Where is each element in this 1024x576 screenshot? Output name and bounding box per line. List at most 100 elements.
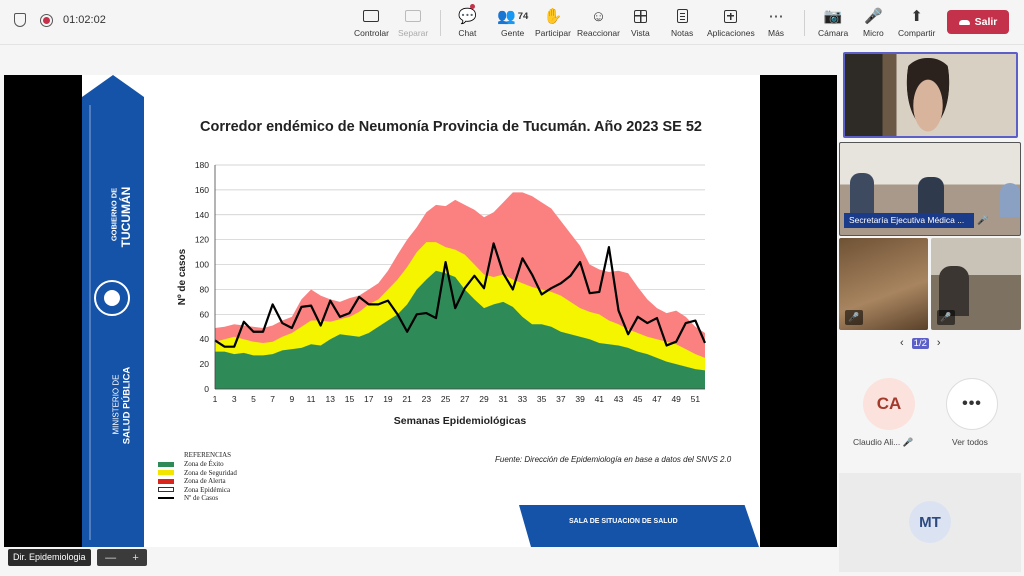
participant-avatar[interactable]: CA bbox=[863, 378, 915, 430]
y-axis-title: Nº de casos bbox=[177, 248, 188, 305]
participant-figure bbox=[939, 266, 969, 316]
x-axis-title: Semanas Epidemiológicas bbox=[394, 415, 527, 427]
zoom-in-button[interactable]: + bbox=[132, 551, 139, 564]
vista-button[interactable]: Vista bbox=[631, 6, 650, 38]
controlar-button[interactable]: Controlar bbox=[354, 6, 389, 38]
participant-avatar[interactable]: MT bbox=[909, 501, 951, 543]
chat-button[interactable]: 💬 Chat bbox=[458, 6, 477, 38]
sun-emblem-icon bbox=[94, 280, 130, 316]
compartir-label: Compartir bbox=[898, 28, 936, 38]
participant-face bbox=[901, 58, 955, 136]
add-app-icon bbox=[724, 6, 738, 26]
legend-swatch-casos bbox=[158, 497, 174, 500]
x-tick-label: 11 bbox=[307, 394, 316, 404]
legend-swatch-seguridad bbox=[158, 470, 174, 476]
x-tick-label: 13 bbox=[326, 394, 336, 404]
legend-item: Zona de Éxito bbox=[158, 460, 237, 469]
toolbar-divider bbox=[804, 10, 805, 36]
gente-button[interactable]: 👥 74 Gente bbox=[497, 6, 528, 38]
take-control-icon bbox=[363, 6, 380, 26]
aplicaciones-label: Aplicaciones bbox=[707, 28, 755, 38]
legend-title: REFERENCIAS bbox=[184, 451, 232, 459]
participant-figure bbox=[918, 177, 944, 213]
legend-item: Zona Epidémica bbox=[158, 486, 237, 495]
reaccionar-button[interactable]: ☺ Reaccionar bbox=[577, 6, 620, 39]
toolbar-divider bbox=[440, 10, 441, 36]
people-count: 74 bbox=[517, 10, 529, 22]
mas-button[interactable]: ⋯ Más bbox=[768, 6, 784, 38]
x-tick-label: 21 bbox=[402, 394, 412, 404]
chevron-right-icon[interactable]: › bbox=[936, 337, 941, 349]
y-tick-label: 80 bbox=[200, 284, 210, 294]
separar-button[interactable]: Separar bbox=[398, 6, 428, 38]
x-tick-label: 47 bbox=[652, 394, 662, 404]
participant-figure bbox=[1000, 183, 1020, 217]
sala-situacion-banner: SALA DE SITUACION DE SALUD bbox=[519, 505, 759, 547]
legend-swatch-alerta bbox=[158, 478, 174, 484]
cases-line bbox=[214, 242, 707, 348]
controlar-label: Controlar bbox=[354, 28, 389, 38]
legend-swatch-exito bbox=[158, 461, 174, 467]
compartir-button[interactable]: ⬆ Compartir bbox=[898, 6, 935, 38]
leave-label: Salir bbox=[974, 16, 998, 28]
shared-screen[interactable]: GOBIERNO DE TUCUMÁN MINISTERIO DE SALUD … bbox=[4, 75, 837, 547]
participant-video[interactable]: 🎤 bbox=[839, 238, 928, 330]
participar-button[interactable]: ✋ Participar bbox=[535, 6, 571, 38]
see-all-label: Ver todos bbox=[952, 437, 988, 447]
chat-icon: 💬 bbox=[458, 8, 477, 25]
area-zona-de-xito bbox=[215, 270, 705, 389]
tucuman-text: TUCUMÁN bbox=[119, 186, 133, 248]
camara-label: Cámara bbox=[818, 28, 849, 38]
reaccionar-label: Reaccionar bbox=[577, 28, 620, 38]
x-tick-label: 23 bbox=[422, 394, 432, 404]
gente-label: Gente bbox=[501, 28, 525, 38]
micro-button[interactable]: 🎤 Micro bbox=[863, 6, 884, 38]
grid-view-icon bbox=[633, 6, 647, 26]
legend-label: Zona de Éxito bbox=[184, 460, 224, 469]
presentation-slide: GOBIERNO DE TUCUMÁN MINISTERIO DE SALUD … bbox=[82, 75, 760, 547]
x-tick-label: 27 bbox=[460, 394, 470, 404]
mic-muted-icon: 🎤 bbox=[845, 310, 863, 325]
smiley-icon: ☺ bbox=[590, 7, 607, 25]
camara-button[interactable]: 📷 Cámara bbox=[818, 6, 848, 38]
zoom-out-button[interactable]: — bbox=[105, 551, 117, 564]
x-tick-label: 45 bbox=[633, 394, 643, 404]
participant-name: Claudio Ali... 🎤 bbox=[853, 437, 914, 447]
notas-button[interactable]: Notas bbox=[671, 6, 693, 38]
see-all-button[interactable]: ••• bbox=[946, 378, 998, 430]
vista-label: Vista bbox=[631, 28, 650, 38]
aplicaciones-button[interactable]: Aplicaciones bbox=[707, 6, 755, 38]
legend-swatch-epidemica bbox=[158, 487, 174, 493]
participant-video-speaker[interactable] bbox=[843, 52, 1018, 138]
hang-up-icon bbox=[958, 19, 970, 25]
x-tick-label: 17 bbox=[364, 394, 374, 404]
y-tick-label: 160 bbox=[195, 185, 209, 195]
chart-legend: REFERENCIAS Zona de Éxito Zona de Seguri… bbox=[158, 451, 237, 503]
shield-icon[interactable] bbox=[14, 13, 26, 27]
x-tick-label: 15 bbox=[345, 394, 355, 404]
ministerio-salud-logo: MINISTERIO DE SALUD PÚBLICA bbox=[94, 355, 134, 465]
chat-notification-dot bbox=[470, 4, 475, 9]
y-tick-label: 60 bbox=[200, 309, 210, 319]
chat-label: Chat bbox=[458, 28, 477, 38]
x-tick-label: 37 bbox=[556, 394, 566, 404]
x-tick-label: 39 bbox=[575, 394, 585, 404]
participant-video-room[interactable]: Secretaría Ejecutiva Médica ... 🎤 bbox=[839, 142, 1021, 236]
mic-muted-icon: 🎤 bbox=[902, 437, 914, 447]
participant-video[interactable]: 🎤 bbox=[931, 238, 1021, 330]
legend-label: Zona Epidémica bbox=[184, 485, 231, 494]
source-note: Fuente: Dirección de Epidemiología en ba… bbox=[495, 455, 732, 464]
pop-out-icon bbox=[405, 6, 422, 26]
leave-button[interactable]: Salir bbox=[947, 10, 1009, 34]
notas-label: Notas bbox=[671, 28, 694, 38]
legend-label: Zona de Seguridad bbox=[184, 468, 237, 477]
x-tick-label: 3 bbox=[232, 394, 237, 404]
zoom-controls: — + bbox=[97, 549, 147, 566]
x-tick-label: 5 bbox=[251, 394, 256, 404]
camera-off-icon: 📷 bbox=[823, 8, 843, 25]
meeting-status: 01:02:02 bbox=[14, 13, 106, 27]
x-tick-label: 7 bbox=[270, 394, 275, 404]
chevron-left-icon[interactable]: ‹ bbox=[900, 337, 904, 349]
meeting-timer: 01:02:02 bbox=[63, 14, 106, 26]
